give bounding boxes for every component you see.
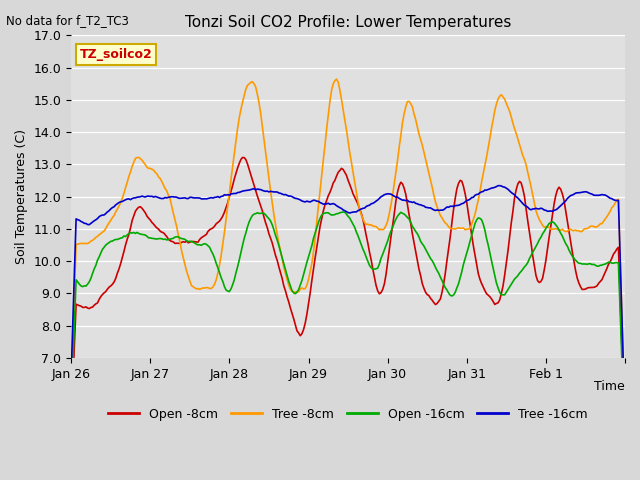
- Open -8cm: [520, 193, 528, 199]
- Open -8cm: [189, 239, 197, 244]
- Tree -16cm: [377, 194, 385, 200]
- Tree -16cm: [232, 191, 240, 196]
- Tree -16cm: [527, 207, 535, 213]
- Open -16cm: [520, 264, 528, 270]
- Line: Tree -8cm: Tree -8cm: [71, 79, 623, 390]
- Tree -8cm: [74, 241, 81, 247]
- Tree -16cm: [620, 362, 627, 368]
- Tree -8cm: [189, 284, 197, 289]
- Open -8cm: [74, 302, 81, 308]
- Y-axis label: Soil Temperatures (C): Soil Temperatures (C): [15, 129, 28, 264]
- Line: Open -16cm: Open -16cm: [71, 212, 623, 408]
- Legend: Open -8cm, Tree -8cm, Open -16cm, Tree -16cm: Open -8cm, Tree -8cm, Open -16cm, Tree -…: [103, 403, 593, 426]
- Text: No data for f_T2_TC3: No data for f_T2_TC3: [6, 14, 129, 27]
- Open -8cm: [379, 287, 387, 292]
- Title: Tonzi Soil CO2 Profile: Lower Temperatures: Tonzi Soil CO2 Profile: Lower Temperatur…: [185, 15, 511, 30]
- Open -16cm: [67, 406, 75, 411]
- Text: TZ_soilco2: TZ_soilco2: [79, 48, 152, 61]
- Open -16cm: [527, 253, 535, 259]
- Tree -8cm: [527, 184, 535, 190]
- Open -8cm: [527, 240, 535, 246]
- Open -8cm: [67, 420, 75, 426]
- Open -16cm: [620, 397, 627, 403]
- Tree -8cm: [520, 156, 528, 162]
- Open -16cm: [339, 209, 347, 215]
- Line: Open -8cm: Open -8cm: [71, 157, 623, 423]
- Open -16cm: [74, 279, 81, 285]
- Text: Time: Time: [595, 380, 625, 394]
- Open -8cm: [232, 170, 240, 176]
- Tree -8cm: [67, 387, 75, 393]
- Open -16cm: [189, 240, 197, 245]
- Open -8cm: [239, 155, 246, 160]
- Tree -8cm: [379, 227, 387, 233]
- Open -8cm: [620, 386, 627, 392]
- Tree -16cm: [74, 217, 81, 223]
- Tree -16cm: [189, 195, 197, 201]
- Open -16cm: [232, 270, 240, 276]
- Tree -16cm: [496, 183, 504, 189]
- Tree -8cm: [333, 76, 340, 82]
- Tree -8cm: [232, 138, 240, 144]
- Tree -16cm: [67, 372, 75, 378]
- Line: Tree -16cm: Tree -16cm: [71, 186, 623, 375]
- Tree -8cm: [620, 361, 627, 367]
- Open -16cm: [379, 252, 387, 257]
- Tree -16cm: [520, 203, 528, 208]
